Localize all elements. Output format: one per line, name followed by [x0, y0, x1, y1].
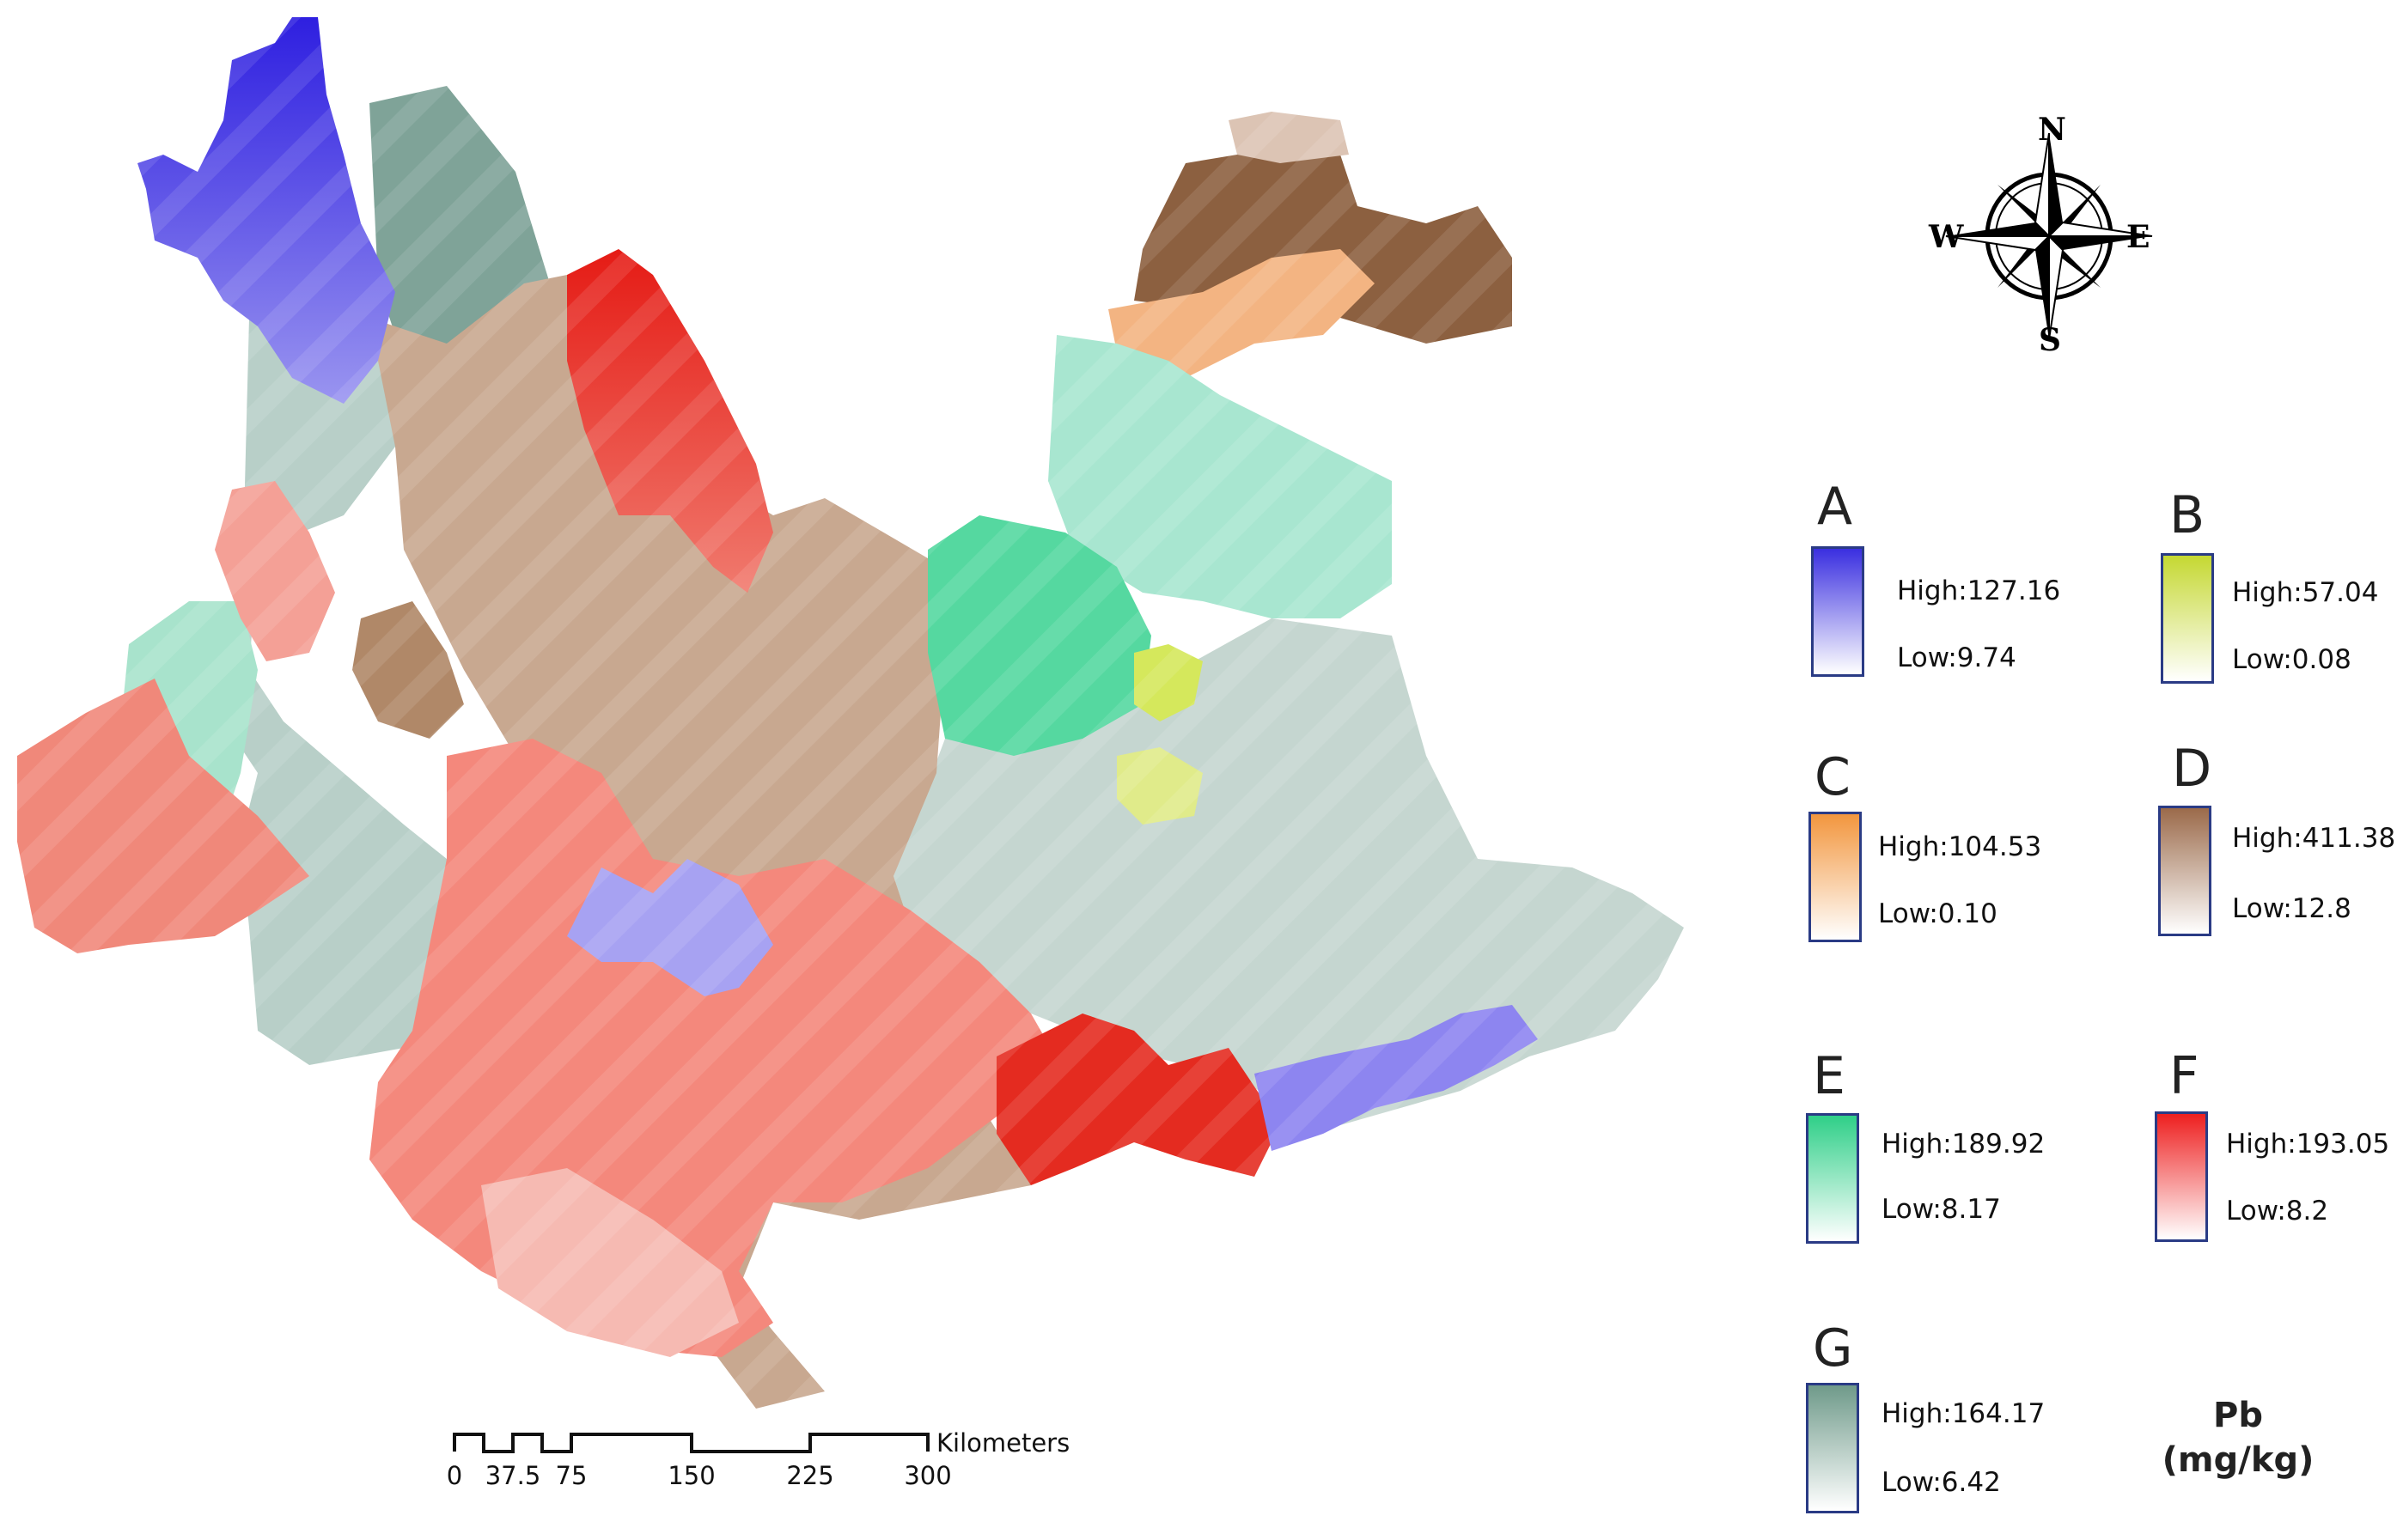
scale-tick-225: 225	[786, 1461, 833, 1490]
scale-tick-0: 0	[447, 1461, 462, 1490]
compass-rose-icon	[1945, 132, 2153, 340]
scale-tick-150: 150	[668, 1461, 715, 1490]
compass-e: E	[2126, 219, 2150, 255]
compass-w: W	[1929, 219, 1964, 255]
legend-a-swatch	[1811, 546, 1864, 677]
scale-tick-75: 75	[556, 1461, 588, 1490]
scale-bar-outline	[453, 1433, 930, 1453]
legend-e-swatch	[1806, 1113, 1859, 1244]
legend-e-high: High:189.92	[1882, 1129, 2046, 1160]
legend-g-letter: G	[1813, 1318, 1853, 1379]
legend-f-swatch	[2155, 1111, 2208, 1242]
scale-unit: Kilometers	[936, 1428, 1070, 1458]
compass-s: S	[2039, 322, 2061, 358]
legend-d-letter: D	[2172, 739, 2212, 799]
legend-d-swatch	[2158, 806, 2211, 936]
legend-c-letter: C	[1814, 747, 1851, 807]
legend-d-low: Low:12.8	[2232, 893, 2351, 924]
scale-tick-300: 300	[904, 1461, 951, 1490]
scale-bar	[453, 1433, 930, 1453]
legend-a-high: High:127.16	[1897, 575, 2061, 606]
legend-e-low: Low:8.17	[1882, 1194, 2001, 1225]
legend-d-high: High:411.38	[2232, 823, 2396, 854]
legend-f-letter: F	[2169, 1046, 2199, 1106]
legend-variable: Pb	[2213, 1396, 2263, 1435]
legend-b-letter: B	[2169, 485, 2205, 545]
legend-a-letter: A	[1817, 477, 1853, 537]
legend-b-low: Low:0.08	[2232, 644, 2351, 675]
legend-f-high: High:193.05	[2226, 1129, 2390, 1160]
legend-f-low: Low:8.2	[2226, 1196, 2329, 1227]
map-texture-overlay	[0, 0, 1718, 1460]
legend-unit-label: Pb (mg/kg)	[2152, 1393, 2324, 1482]
legend-g-low: Low:6.42	[1882, 1467, 2001, 1498]
legend-g-high: High:164.17	[1882, 1398, 2046, 1429]
legend-c-high: High:104.53	[1878, 831, 2042, 862]
legend-b-high: High:57.04	[2232, 577, 2379, 608]
compass-n: N	[2038, 112, 2066, 148]
legend-c-low: Low:0.10	[1878, 898, 1997, 929]
legend-a-low: Low:9.74	[1897, 642, 2016, 673]
scale-tick-37-5: 37.5	[485, 1461, 541, 1490]
legend-b-swatch	[2161, 553, 2214, 684]
legend-c-swatch	[1808, 812, 1862, 942]
legend-g-swatch	[1806, 1383, 1859, 1513]
legend-unit: (mg/kg)	[2162, 1440, 2315, 1480]
legend-e-letter: E	[1813, 1046, 1845, 1106]
scale-bar-labels: 0 37.5 75 150 225 300 Kilometers	[447, 1428, 1070, 1490]
